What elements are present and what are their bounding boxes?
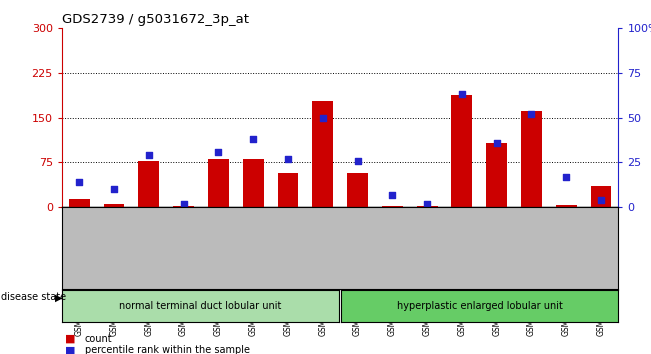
Point — [144, 153, 154, 158]
Text: normal terminal duct lobular unit: normal terminal duct lobular unit — [119, 301, 281, 311]
Bar — [69, 199, 90, 207]
Point — [387, 192, 398, 198]
Bar — [486, 143, 507, 207]
Point — [318, 115, 328, 121]
Bar — [521, 110, 542, 207]
Text: percentile rank within the sample: percentile rank within the sample — [85, 346, 249, 354]
Point — [109, 187, 119, 192]
Bar — [590, 185, 611, 207]
Point — [457, 92, 467, 97]
Point — [74, 179, 85, 185]
Bar — [382, 206, 403, 207]
Bar — [347, 172, 368, 207]
Text: ■: ■ — [65, 346, 76, 354]
Point — [596, 197, 606, 203]
Bar — [173, 206, 194, 207]
Bar — [556, 205, 577, 207]
Bar — [417, 206, 437, 207]
Bar — [312, 101, 333, 207]
Bar — [277, 172, 298, 207]
Bar — [139, 161, 159, 207]
Text: ■: ■ — [65, 334, 76, 344]
Point — [352, 158, 363, 164]
Point — [422, 201, 432, 206]
Text: hyperplastic enlarged lobular unit: hyperplastic enlarged lobular unit — [397, 301, 563, 311]
Point — [561, 174, 572, 179]
Point — [283, 156, 293, 162]
Text: disease state: disease state — [1, 292, 66, 302]
Point — [178, 201, 189, 206]
Bar — [208, 159, 229, 207]
Bar — [243, 159, 264, 207]
Text: GDS2739 / g5031672_3p_at: GDS2739 / g5031672_3p_at — [62, 13, 249, 26]
Point — [492, 140, 502, 145]
Text: ▶: ▶ — [55, 292, 62, 302]
Bar — [451, 95, 473, 207]
Text: count: count — [85, 334, 112, 344]
Point — [248, 136, 258, 142]
Bar — [104, 204, 124, 207]
Point — [213, 149, 223, 154]
Point — [526, 111, 536, 117]
